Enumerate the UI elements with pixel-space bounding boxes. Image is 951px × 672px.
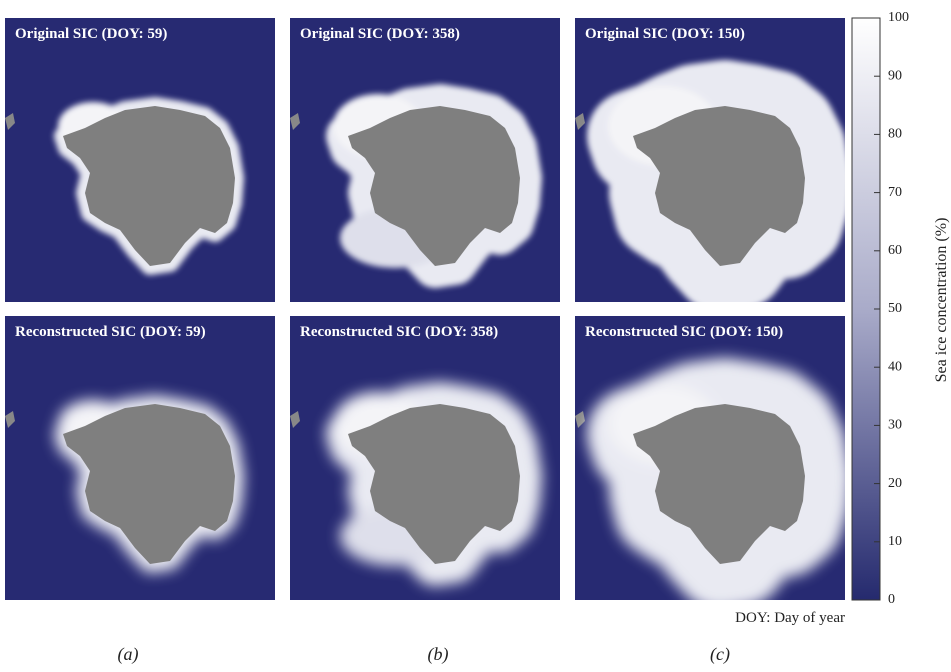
caption: (b) [428,644,449,665]
map-body [5,316,275,600]
colorbar-tick-label: 60 [888,243,902,258]
map-panel: Original SIC (DOY: 59) [5,18,275,302]
colorbar-tick-label: 100 [888,10,909,25]
map-panel: Original SIC (DOY: 150) [575,18,845,302]
map-panel: Reconstructed SIC (DOY: 150) [575,316,845,600]
map-body [290,316,560,600]
map-panel: Reconstructed SIC (DOY: 358) [290,316,560,600]
panel-title: Reconstructed SIC (DOY: 358) [300,324,498,340]
map-panel: Original SIC (DOY: 358) [290,18,560,302]
map-body [575,316,845,600]
map-body [5,18,275,302]
colorbar-label: Sea ice concentration (%) [933,218,950,383]
panel-title: Original SIC (DOY: 150) [585,26,745,42]
colorbar-tick-label: 10 [888,534,902,549]
colorbar-tick-label: 90 [888,68,902,83]
figure: Original SIC (DOY: 59) Original SIC (DOY:… [0,0,951,667]
caption: (c) [710,644,730,665]
panel-title: Reconstructed SIC (DOY: 59) [15,324,206,340]
panel-title: Original SIC (DOY: 358) [300,26,460,42]
panel-title: Original SIC (DOY: 59) [15,26,167,42]
colorbar-tick-label: 50 [888,301,902,316]
note: DOY: Day of year [735,610,845,626]
map-body [290,18,560,302]
map-panel: Reconstructed SIC (DOY: 59) [5,316,275,600]
colorbar-tick-label: 40 [888,359,902,374]
panel-title: Reconstructed SIC (DOY: 150) [585,324,783,340]
map-body [575,18,845,302]
colorbar-tick-label: 30 [888,418,902,433]
caption: (a) [118,644,139,665]
colorbar-tick-label: 70 [888,185,902,200]
colorbar-tick-label: 0 [888,592,895,607]
colorbar-tick-label: 80 [888,127,902,142]
colorbar-tick-label: 20 [888,476,902,491]
map-panels: Original SIC (DOY: 59) Original SIC (DOY:… [5,18,845,600]
